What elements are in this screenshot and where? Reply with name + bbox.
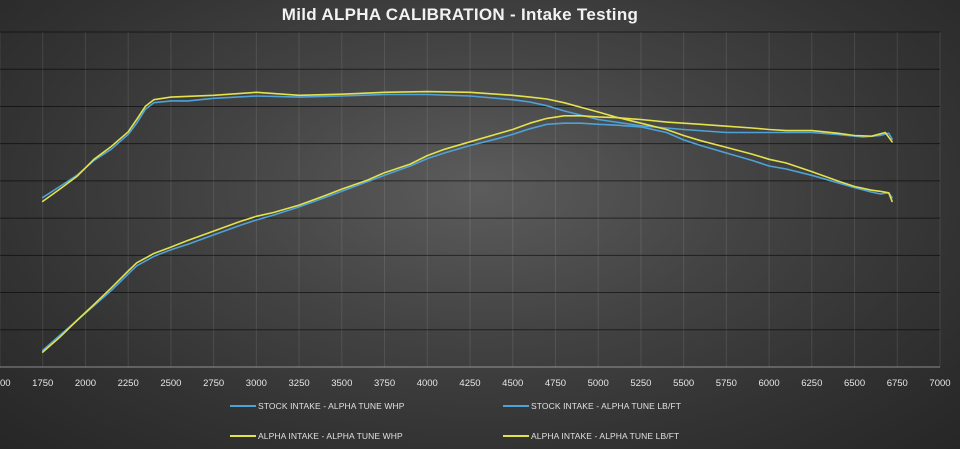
legend-item-stock-lbft: STOCK INTAKE - ALPHA TUNE LB/FT bbox=[503, 401, 681, 411]
x-tick-label: 6500 bbox=[844, 378, 865, 389]
x-tick-label: 1500 bbox=[0, 378, 11, 389]
x-tick-label: 4000 bbox=[417, 378, 438, 389]
x-tick-label: 6250 bbox=[801, 378, 822, 389]
legend-item-stock-whp: STOCK INTAKE - ALPHA TUNE WHP bbox=[230, 401, 405, 411]
legend-swatch-stock-whp bbox=[230, 405, 256, 407]
legend-swatch-alpha-whp bbox=[230, 435, 256, 437]
series-line-3 bbox=[41, 90, 893, 203]
x-tick-label: 4250 bbox=[459, 378, 480, 389]
legend-label-alpha-whp: ALPHA INTAKE - ALPHA TUNE WHP bbox=[258, 431, 403, 441]
legend-swatch-stock-lbft bbox=[503, 405, 529, 407]
x-tick-label: 3250 bbox=[289, 378, 310, 389]
x-tick-label: 5500 bbox=[673, 378, 694, 389]
x-tick-label: 5250 bbox=[630, 378, 651, 389]
series-lines bbox=[41, 90, 893, 353]
series-line-2 bbox=[41, 115, 893, 353]
x-axis-tick-labels: 1500 1750 2000 2250 2500 2750 3000 3250 3500 3750… bbox=[0, 378, 951, 389]
x-tick-label: 6000 bbox=[759, 378, 780, 389]
x-tick-label: 2750 bbox=[203, 378, 224, 389]
x-tick-label: 3000 bbox=[246, 378, 267, 389]
x-tick-label: 7000 bbox=[929, 378, 950, 389]
legend-label-stock-whp: STOCK INTAKE - ALPHA TUNE WHP bbox=[258, 401, 405, 411]
x-tick-label: 2250 bbox=[118, 378, 139, 389]
x-tick-label: 5000 bbox=[588, 378, 609, 389]
legend-item-alpha-whp: ALPHA INTAKE - ALPHA TUNE WHP bbox=[230, 431, 403, 441]
legend-label-alpha-lbft: ALPHA INTAKE - ALPHA TUNE LB/FT bbox=[531, 431, 680, 441]
chart-title: Mild ALPHA CALIBRATION - Intake Testing bbox=[281, 5, 639, 24]
legend-item-alpha-lbft: ALPHA INTAKE - ALPHA TUNE LB/FT bbox=[503, 431, 679, 441]
x-tick-label: 2500 bbox=[160, 378, 181, 389]
x-tick-label: 6750 bbox=[887, 378, 908, 389]
x-tick-label: 4500 bbox=[502, 378, 523, 389]
legend-swatch-alpha-lbft bbox=[503, 435, 529, 437]
series-line-0 bbox=[41, 122, 893, 352]
x-tick-label: 3500 bbox=[331, 378, 352, 389]
x-tick-label: 2000 bbox=[75, 378, 96, 389]
x-tick-label: 1750 bbox=[32, 378, 53, 389]
legend-label-stock-lbft: STOCK INTAKE - ALPHA TUNE LB/FT bbox=[531, 401, 681, 411]
x-tick-label: 3750 bbox=[374, 378, 395, 389]
grid-lines bbox=[0, 31, 941, 368]
x-tick-label: 4750 bbox=[545, 378, 566, 389]
x-tick-label: 5750 bbox=[716, 378, 737, 389]
series-line-1 bbox=[41, 93, 893, 199]
